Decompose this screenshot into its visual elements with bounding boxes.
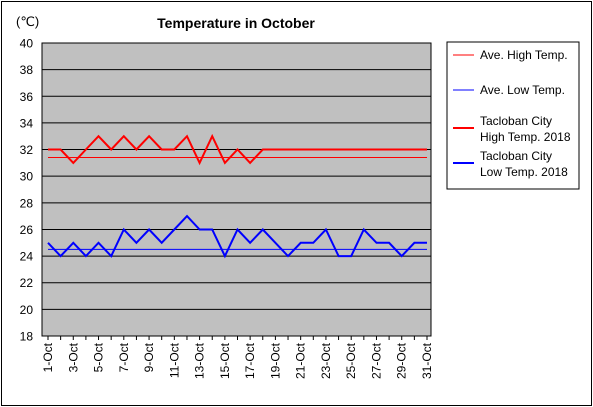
y-tick-label: 28 bbox=[20, 196, 34, 210]
plot-area bbox=[41, 42, 432, 337]
x-tick-label: 5-Oct bbox=[92, 342, 106, 372]
legend-box bbox=[446, 41, 580, 190]
x-tick-label: 3-Oct bbox=[66, 342, 80, 372]
series-line-3 bbox=[48, 133, 427, 166]
x-tick-label: 7-Oct bbox=[117, 342, 131, 372]
y-tick-label: 24 bbox=[20, 250, 34, 264]
x-tick-label: 15-Oct bbox=[218, 342, 232, 379]
legend-label-4: Low Temp. 2018 bbox=[480, 165, 568, 179]
x-tick-label: 1-Oct bbox=[41, 342, 55, 372]
y-tick-label: 20 bbox=[20, 303, 34, 317]
y-tick-label: 38 bbox=[20, 63, 34, 77]
legend-label-4: Tacloban City bbox=[480, 149, 552, 163]
series-lines bbox=[47, 133, 427, 259]
y-axis-ticks: 18 20 22 24 26 28 30 32 34 36 38 40 bbox=[20, 37, 34, 344]
x-tick-label: 11-Oct bbox=[167, 342, 181, 378]
chart-title: Temperature in October bbox=[157, 15, 315, 31]
x-axis-ticks: 1-Oct 3-Oct 5-Oct 7-Oct 9-Oct 11-Oct 13-Oct 15-… bbox=[41, 336, 434, 379]
legend-label-3: High Temp. 2018 bbox=[480, 130, 571, 144]
y-tick-label: 36 bbox=[20, 90, 34, 104]
unit-label: (℃) bbox=[16, 14, 39, 29]
legend-label-1: Ave. High Temp. bbox=[480, 48, 568, 62]
y-tick-label: 22 bbox=[20, 276, 34, 290]
x-tick-label: 9-Oct bbox=[142, 342, 156, 372]
x-tick-label: 21-Oct bbox=[294, 342, 308, 379]
x-tick-label: 13-Oct bbox=[193, 342, 207, 379]
x-tick-label: 31-Oct bbox=[420, 342, 434, 379]
x-tick-label: 27-Oct bbox=[369, 342, 383, 379]
y-tick-label: 40 bbox=[20, 37, 34, 51]
y-tick-label: 18 bbox=[20, 330, 34, 344]
legend-label-2: Ave. Low Temp. bbox=[480, 83, 565, 97]
series-line-4 bbox=[47, 214, 427, 259]
x-tick-label: 17-Oct bbox=[243, 342, 257, 379]
legend: Ave. High Temp. Ave. Low Temp. Tacloban Ci… bbox=[453, 48, 571, 179]
x-tick-label: 23-Oct bbox=[319, 342, 333, 379]
y-tick-label: 30 bbox=[20, 170, 34, 184]
legend-label-3: Tacloban City bbox=[480, 114, 552, 128]
y-tick-label: 26 bbox=[20, 223, 34, 237]
y-tick-label: 34 bbox=[20, 116, 34, 130]
y-tick-label: 32 bbox=[20, 143, 34, 157]
x-tick-label: 29-Oct bbox=[395, 342, 409, 379]
x-tick-label: 19-Oct bbox=[268, 342, 282, 379]
x-tick-label: 25-Oct bbox=[344, 342, 358, 379]
